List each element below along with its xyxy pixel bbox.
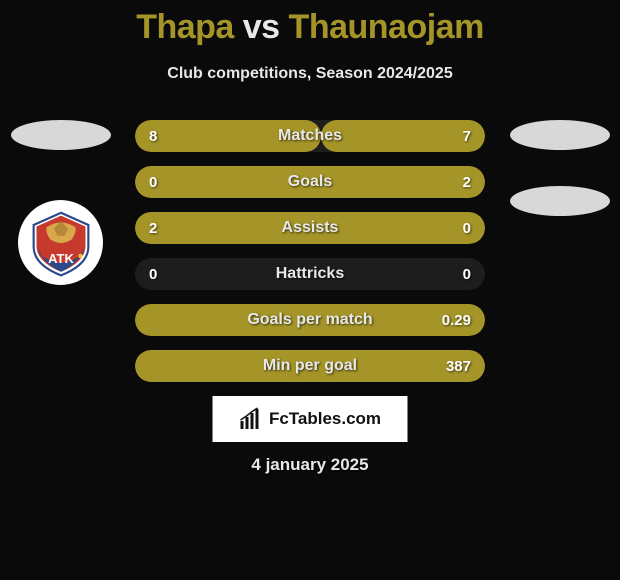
chart-icon <box>239 407 263 431</box>
stat-row: 02Goals <box>135 166 485 198</box>
stat-label: Assists <box>135 219 485 237</box>
player-ellipse-right-1 <box>510 120 610 150</box>
stat-label: Min per goal <box>135 357 485 375</box>
player2-name: Thaunaojam <box>289 8 484 46</box>
stat-row: 0.29Goals per match <box>135 304 485 336</box>
stat-row: 387Min per goal <box>135 350 485 382</box>
stat-label: Goals per match <box>135 311 485 329</box>
left-badges-column: ATK <box>8 120 113 285</box>
stat-row: 00Hattricks <box>135 258 485 290</box>
stat-row: 20Assists <box>135 212 485 244</box>
stat-label: Matches <box>135 127 485 145</box>
player1-name: Thapa <box>136 8 234 46</box>
club-crest-icon: ATK <box>25 207 97 279</box>
club-badge-left: ATK <box>18 200 103 285</box>
footer-brand-badge: FcTables.com <box>213 396 408 442</box>
stats-bars: 87Matches 02Goals 20Assists 00Hattricks 0.29… <box>135 120 485 382</box>
player-ellipse-left <box>11 120 111 150</box>
right-badges-column <box>507 120 612 216</box>
stat-label: Goals <box>135 173 485 191</box>
page-title: Thapa vs Thaunaojam <box>0 0 620 47</box>
date-text: 4 january 2025 <box>0 455 620 475</box>
subtitle: Club competitions, Season 2024/2025 <box>0 65 620 83</box>
footer-brand-text: FcTables.com <box>269 409 381 429</box>
stat-row: 87Matches <box>135 120 485 152</box>
player-ellipse-right-2 <box>510 186 610 216</box>
svg-text:ATK: ATK <box>48 251 74 266</box>
stat-label: Hattricks <box>135 265 485 283</box>
vs-text: vs <box>243 8 280 46</box>
